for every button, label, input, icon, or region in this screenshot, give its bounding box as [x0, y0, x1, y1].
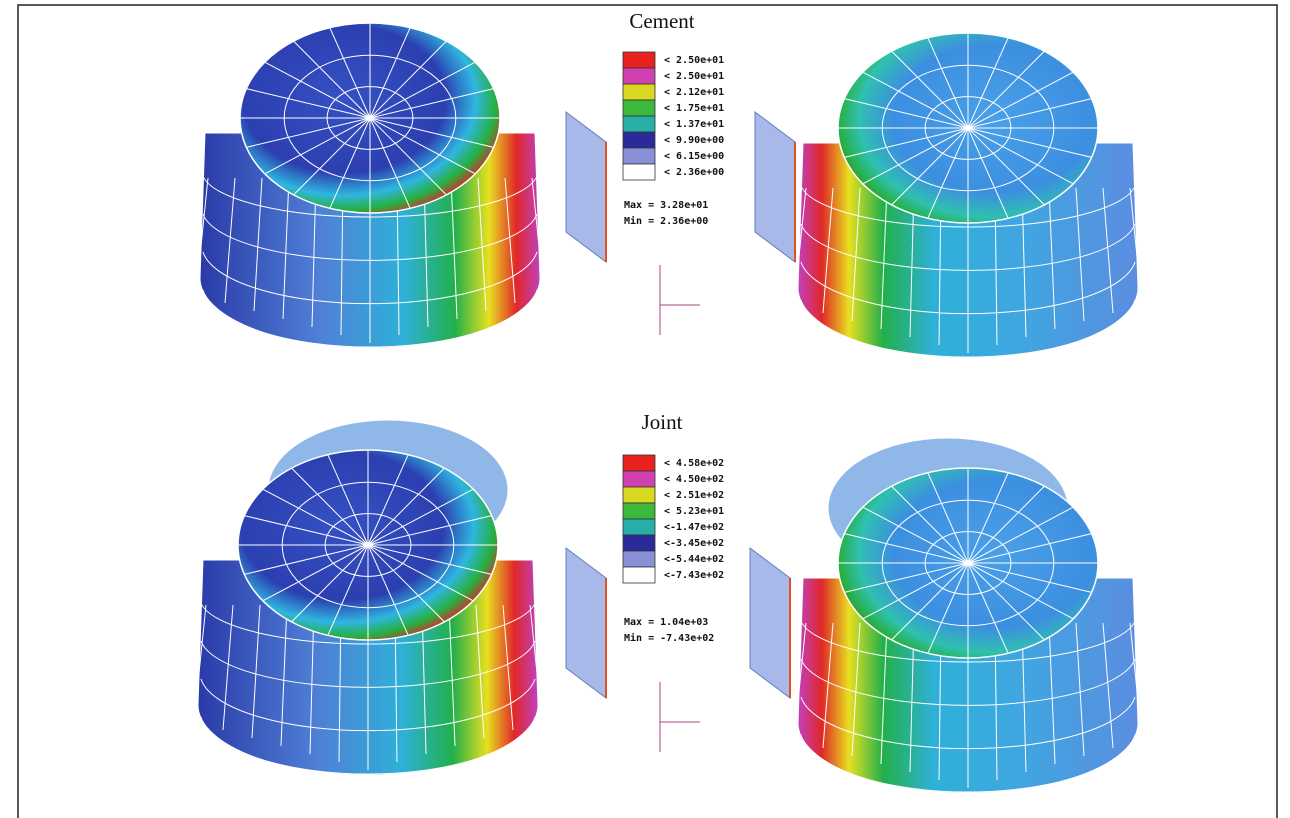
legend-label: < 2.51e+02	[664, 490, 724, 501]
legend-swatch	[623, 551, 655, 567]
legend-label: < 4.50e+02	[664, 474, 724, 485]
legend-swatch	[623, 455, 655, 471]
legend-swatch	[623, 471, 655, 487]
max-label: Max = 3.28e+01	[624, 200, 708, 211]
legend-swatch	[623, 84, 655, 100]
legend-swatch	[623, 52, 655, 68]
plane-icon	[566, 548, 606, 698]
center-dot	[367, 115, 373, 121]
legend-swatch	[623, 116, 655, 132]
legend-swatch	[623, 68, 655, 84]
max-label: Max = 1.04e+03	[624, 617, 708, 628]
legend-label: < 4.58e+02	[664, 458, 724, 469]
legend-swatch	[623, 503, 655, 519]
legend-label: < 5.23e+01	[664, 506, 724, 517]
legend-label: <-5.44e+02	[664, 554, 724, 565]
legend-label: <-7.43e+02	[664, 570, 724, 581]
min-label: Min = -7.43e+02	[624, 632, 714, 644]
legend-swatch	[623, 148, 655, 164]
panel-title: Cement	[629, 9, 694, 33]
legend-label: < 1.37e+01	[664, 119, 724, 130]
legend-swatch	[623, 164, 655, 180]
legend-swatch	[623, 132, 655, 148]
legend-swatch	[623, 535, 655, 551]
legend-swatch	[623, 567, 655, 583]
plane-icon	[755, 112, 795, 262]
legend-label: < 9.90e+00	[664, 135, 724, 146]
plane-icon	[566, 112, 606, 262]
min-label: Min = 2.36e+00	[624, 215, 708, 227]
legend-swatch	[623, 487, 655, 503]
center-dot	[965, 560, 971, 566]
plane-icon	[750, 548, 790, 698]
center-dot	[365, 542, 371, 548]
legend-swatch	[623, 519, 655, 535]
legend-label: < 2.50e+01	[664, 55, 724, 66]
legend-label: <-3.45e+02	[664, 538, 724, 549]
legend-label: < 2.50e+01	[664, 71, 724, 82]
panel-title: Joint	[642, 410, 683, 434]
legend-label: < 2.12e+01	[664, 87, 724, 98]
legend-label: < 6.15e+00	[664, 151, 724, 162]
legend-label: <-1.47e+02	[664, 522, 724, 533]
legend-label: < 1.75e+01	[664, 103, 724, 114]
legend-label: < 2.36e+00	[664, 167, 724, 178]
figure: Cement < 2.50e+01 < 2.50e+01 < 2.12e+01 < 1.…	[0, 0, 1290, 818]
legend-swatch	[623, 100, 655, 116]
center-dot	[965, 125, 971, 131]
